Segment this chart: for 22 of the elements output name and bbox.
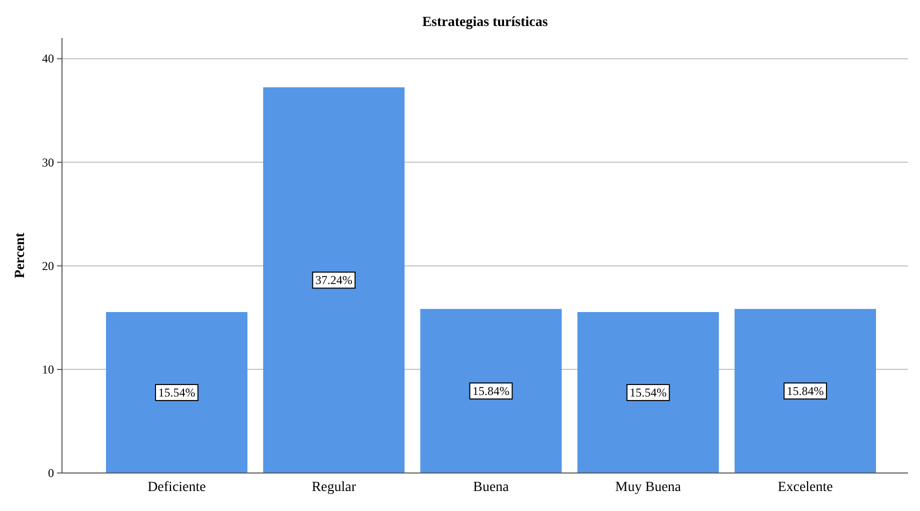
bar	[734, 308, 876, 473]
bar	[577, 312, 719, 473]
y-tick-label: 30	[42, 155, 54, 170]
x-tick-label: Deficiente	[148, 480, 206, 495]
y-tick-label: 0	[48, 466, 54, 480]
x-tick-label: Buena	[473, 480, 510, 495]
y-axis-title: Percent	[13, 232, 28, 278]
x-tick-label: Muy Buena	[615, 480, 682, 495]
bar	[420, 308, 562, 473]
data-label: 15.54%	[158, 386, 196, 400]
data-label: 37.24%	[315, 273, 352, 288]
data-label: 15.84%	[472, 384, 510, 398]
y-tick-label: 10	[42, 362, 54, 376]
bar	[106, 312, 248, 473]
data-label: 15.54%	[630, 386, 667, 400]
bar	[263, 87, 405, 473]
x-tick-label: Regular	[312, 480, 356, 495]
data-label: 15.84%	[786, 384, 824, 398]
x-tick-label: Excelente	[778, 480, 833, 495]
chart-title: Estrategias turísticas	[422, 15, 548, 30]
y-tick-label: 20	[42, 258, 54, 273]
y-tick-label: 40	[42, 52, 54, 66]
